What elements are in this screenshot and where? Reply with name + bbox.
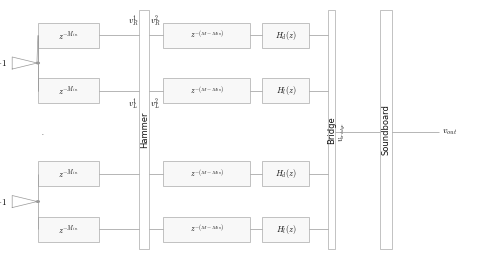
Text: $H_d(z)$: $H_d(z)$ — [275, 167, 297, 180]
Text: Soundboard: Soundboard — [382, 104, 391, 155]
Text: $v_L^1$: $v_L^1$ — [128, 97, 138, 112]
Text: $v_R^1$: $v_R^1$ — [128, 14, 138, 29]
FancyBboxPatch shape — [38, 161, 99, 186]
FancyBboxPatch shape — [38, 78, 99, 103]
FancyBboxPatch shape — [38, 217, 99, 242]
FancyBboxPatch shape — [38, 23, 99, 48]
FancyBboxPatch shape — [163, 78, 251, 103]
FancyBboxPatch shape — [328, 10, 335, 249]
FancyBboxPatch shape — [163, 217, 251, 242]
Text: $z^{-M_{in}}$: $z^{-M_{in}}$ — [58, 84, 79, 97]
Text: .: . — [41, 127, 44, 137]
Text: $-1$: $-1$ — [0, 58, 7, 68]
Text: $z^{-(M-M_{in})}$: $z^{-(M-M_{in})}$ — [189, 29, 224, 41]
Text: $z^{-(M-M_{in})}$: $z^{-(M-M_{in})}$ — [189, 223, 224, 235]
Text: Bridge: Bridge — [327, 116, 336, 144]
FancyBboxPatch shape — [262, 23, 309, 48]
FancyBboxPatch shape — [163, 23, 251, 48]
FancyBboxPatch shape — [262, 161, 309, 186]
Text: $H_d(z)$: $H_d(z)$ — [275, 29, 297, 42]
Text: $z^{-M_{in}}$: $z^{-M_{in}}$ — [58, 29, 79, 42]
FancyBboxPatch shape — [380, 10, 392, 249]
Text: $z^{-M_{in}}$: $z^{-M_{in}}$ — [58, 223, 79, 236]
Text: $z^{-(M-M_{in})}$: $z^{-(M-M_{in})}$ — [189, 85, 224, 97]
Text: $-1$: $-1$ — [0, 197, 7, 207]
Text: $v_{out}$: $v_{out}$ — [442, 127, 457, 137]
Circle shape — [37, 62, 40, 64]
FancyBboxPatch shape — [262, 78, 309, 103]
FancyBboxPatch shape — [262, 217, 309, 242]
Text: $v_R^2$: $v_R^2$ — [150, 14, 161, 29]
Text: $H_l(z)$: $H_l(z)$ — [276, 223, 296, 236]
FancyBboxPatch shape — [139, 10, 149, 249]
Text: $z^{-M_{in}}$: $z^{-M_{in}}$ — [58, 167, 79, 180]
Text: $z^{-(M-M_{in})}$: $z^{-(M-M_{in})}$ — [189, 168, 224, 180]
Text: Hammer: Hammer — [140, 112, 148, 148]
Text: $v_{bridge}$: $v_{bridge}$ — [337, 122, 347, 142]
FancyBboxPatch shape — [163, 161, 251, 186]
Text: $H_l(z)$: $H_l(z)$ — [276, 84, 296, 97]
Circle shape — [37, 201, 40, 202]
Text: $v_L^2$: $v_L^2$ — [150, 97, 160, 112]
